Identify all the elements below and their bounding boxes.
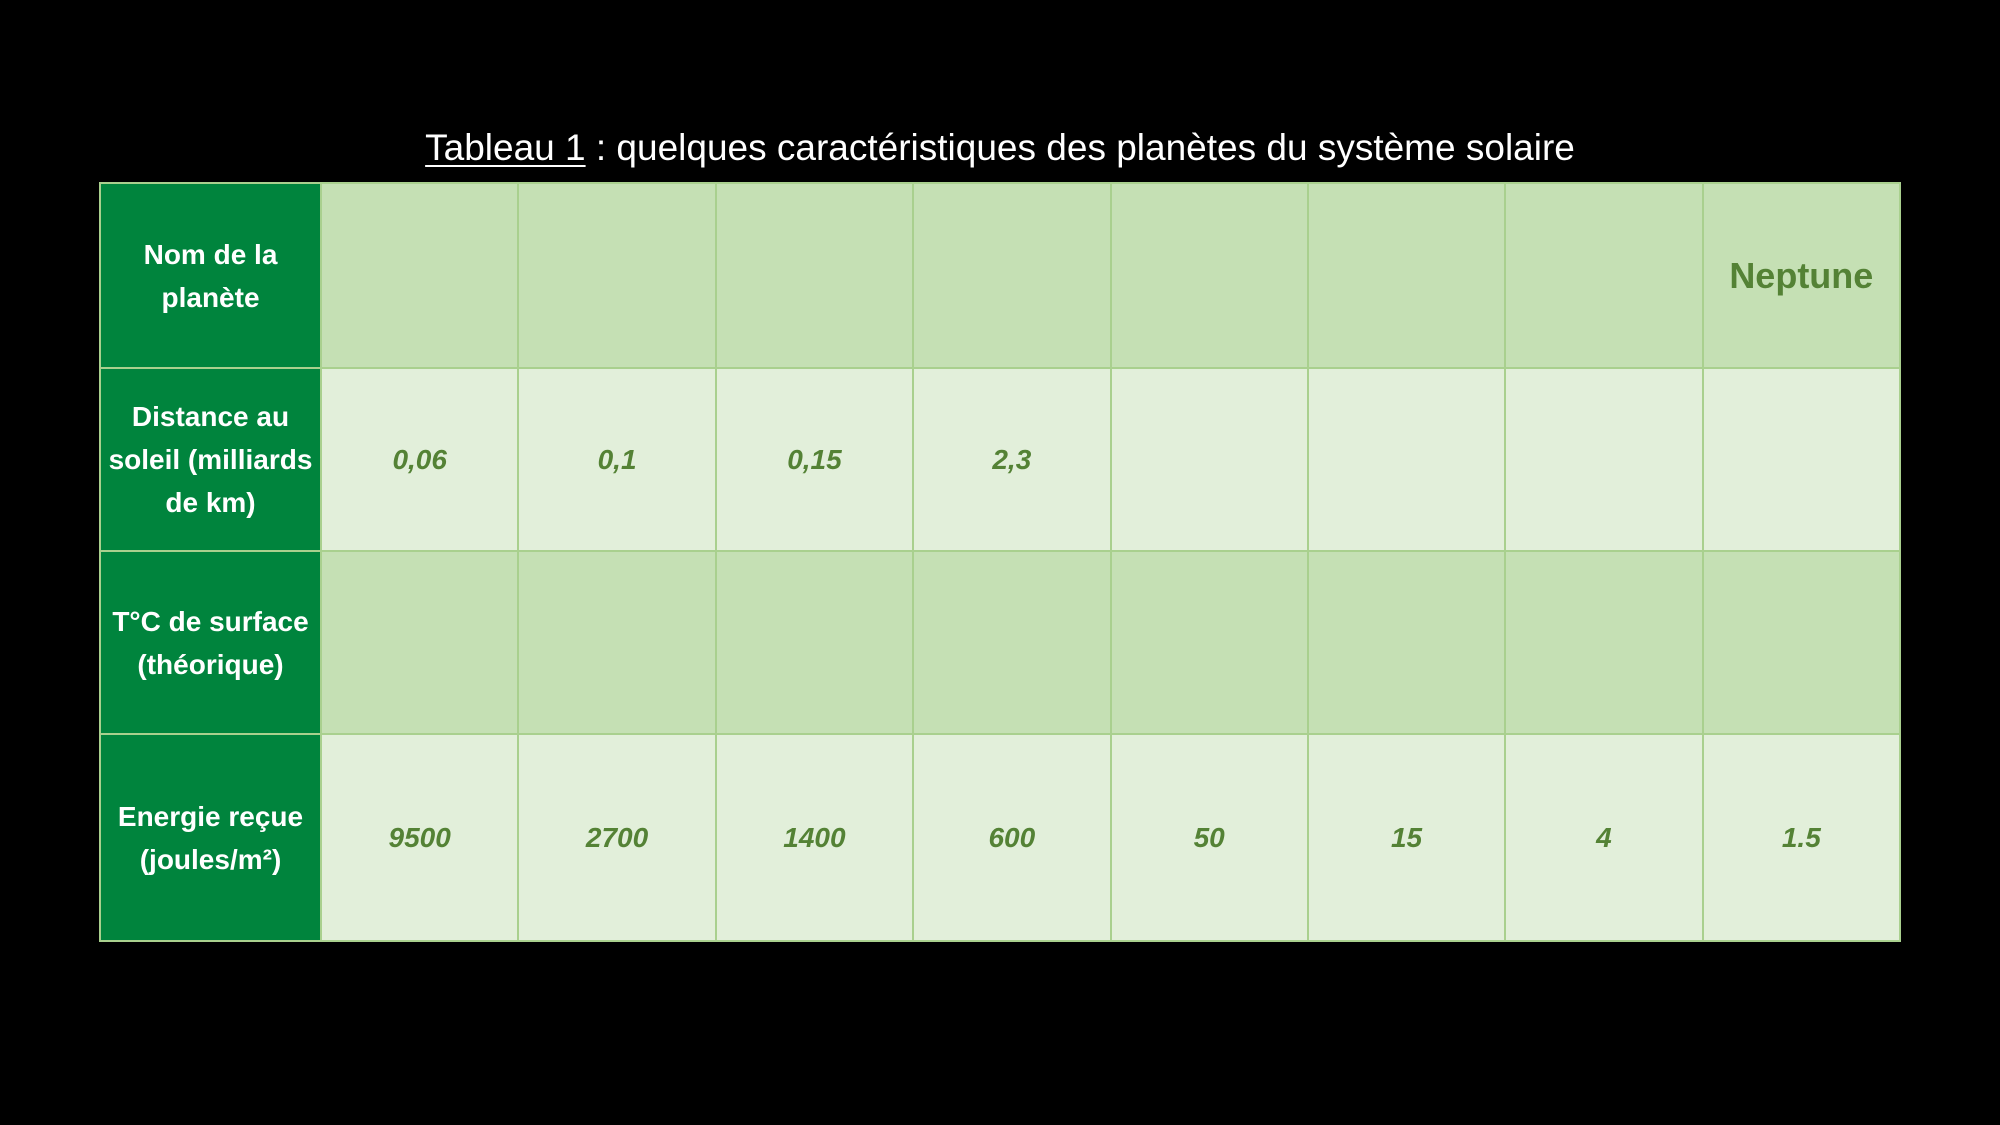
table-cell: 2,3	[912, 367, 1112, 552]
table-cell: 1400	[714, 733, 915, 942]
table-caption: Tableau 1 : quelques caractéristiques de…	[0, 118, 2000, 178]
table-cell	[319, 550, 520, 735]
table-cell: 9500	[319, 733, 520, 942]
table-cell: 50	[1109, 733, 1309, 942]
table-cell: 1.5	[1701, 733, 1902, 942]
table-cell	[319, 182, 520, 369]
row-header-temperature: T°C de surface (théorique)	[99, 550, 322, 735]
table-cell: 2700	[517, 733, 717, 942]
table-cell	[912, 550, 1112, 735]
table-cell	[1109, 550, 1309, 735]
table-cell: 0,1	[517, 367, 717, 552]
row-header-name: Nom de la planète	[99, 182, 322, 369]
table-cell-neptune: Neptune	[1701, 182, 1902, 369]
table-cell: 4	[1504, 733, 1704, 942]
table-cell	[1504, 182, 1704, 369]
table-cell	[1306, 367, 1507, 552]
row-header-energy: Energie reçue (joules/m²)	[99, 733, 322, 942]
table-cell	[1109, 182, 1309, 369]
table-cell: 0,15	[714, 367, 915, 552]
table-cell	[1504, 367, 1704, 552]
caption-label: Tableau 1	[425, 127, 586, 168]
table-row-name: Nom de la planète Neptune	[99, 182, 1902, 369]
table-cell	[714, 550, 915, 735]
table-row-distance: Distance au soleil (milliards de km) 0,0…	[99, 367, 1902, 552]
table-cell	[517, 550, 717, 735]
table-cell	[912, 182, 1112, 369]
row-header-distance: Distance au soleil (milliards de km)	[99, 367, 322, 552]
table-cell	[714, 182, 915, 369]
table-cell: 0,06	[319, 367, 520, 552]
table-row-energy: Energie reçue (joules/m²) 9500 2700 1400…	[99, 733, 1902, 942]
table-cell	[1306, 550, 1507, 735]
table-cell	[517, 182, 717, 369]
table-cell	[1701, 367, 1902, 552]
table-cell	[1109, 367, 1309, 552]
table-cell	[1504, 550, 1704, 735]
planets-table: Nom de la planète Neptune Distance au so…	[99, 182, 1902, 942]
table-row-temperature: T°C de surface (théorique)	[99, 550, 1902, 735]
table-cell: 600	[912, 733, 1112, 942]
table-cell: 15	[1306, 733, 1507, 942]
table-cell	[1701, 550, 1902, 735]
caption-text: : quelques caractéristiques des planètes…	[585, 127, 1575, 168]
table-cell	[1306, 182, 1507, 369]
